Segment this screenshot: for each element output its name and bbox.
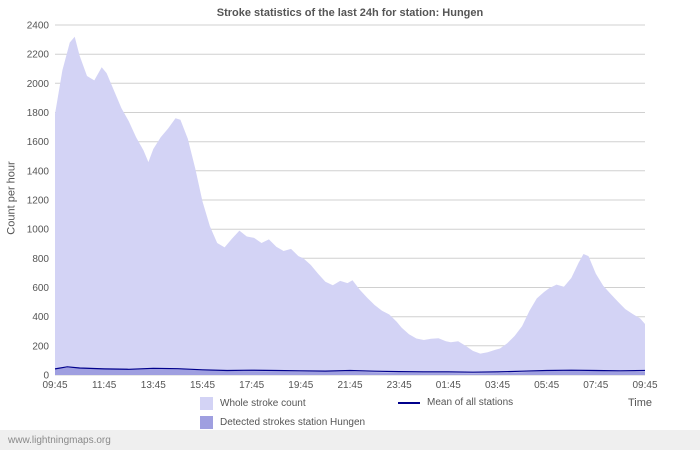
x-tick-label: 11:45 <box>92 380 117 391</box>
footer-bar: www.lightningmaps.org <box>0 430 700 450</box>
watermark-link[interactable]: www.lightningmaps.org <box>8 434 111 446</box>
legend-item-whole-stroke-count: Whole stroke count <box>200 397 306 410</box>
y-tick-label: 600 <box>32 283 49 294</box>
y-tick-label: 1200 <box>27 196 50 207</box>
x-tick-label: 19:45 <box>288 380 313 391</box>
y-tick-label: 1400 <box>27 166 50 177</box>
y-tick-label: 2400 <box>27 21 50 32</box>
legend-swatch-whole-stroke-count <box>200 397 213 410</box>
x-axis-label: Time <box>627 397 652 409</box>
x-tick-label: 09:45 <box>632 380 657 391</box>
x-tick-label: 13:45 <box>141 380 166 391</box>
legend-item-detected-strokes: Detected strokes station Hungen <box>200 416 365 429</box>
x-tick-label: 21:45 <box>337 380 362 391</box>
x-tick-label: 03:45 <box>485 380 510 391</box>
y-tick-label: 0 <box>43 371 49 382</box>
x-tick-label: 07:45 <box>583 380 608 391</box>
x-tick-label: 23:45 <box>387 380 412 391</box>
legend-label-mean-of-all-stations: Mean of all stations <box>427 397 514 408</box>
y-tick-label: 400 <box>32 312 49 323</box>
x-tick-label: 17:45 <box>239 380 264 391</box>
y-tick-label: 1000 <box>27 225 50 236</box>
y-tick-label: 800 <box>32 254 49 265</box>
x-tick-label: 05:45 <box>534 380 559 391</box>
legend-swatch-detected-strokes <box>200 416 213 429</box>
y-tick-label: 200 <box>32 341 49 352</box>
y-tick-label: 1800 <box>27 108 50 119</box>
line-mean-of-all-stations <box>54 366 646 373</box>
legend-item-mean-of-all-stations: Mean of all stations <box>398 397 513 408</box>
area-detected-strokes <box>55 367 645 375</box>
legend-swatch-mean-of-all-stations <box>398 401 420 404</box>
y-tick-label: 2000 <box>27 79 50 90</box>
legend-label-whole-stroke-count: Whole stroke count <box>220 398 306 409</box>
legend-label-detected-strokes: Detected strokes station Hungen <box>220 417 366 428</box>
x-tick-label: 01:45 <box>436 380 461 391</box>
chart-title: Stroke statistics of the last 24h for st… <box>216 7 484 19</box>
x-tick-label: 15:45 <box>190 380 215 391</box>
chart-plot: 0 200 400 600 800 1000 1200 1400 1600 1800 2000 220… <box>27 21 658 392</box>
x-tick-label: 09:45 <box>42 380 67 391</box>
area-whole-stroke-count <box>55 36 645 375</box>
y-tick-label: 2200 <box>27 50 50 61</box>
y-tick-label: 1600 <box>27 137 50 148</box>
